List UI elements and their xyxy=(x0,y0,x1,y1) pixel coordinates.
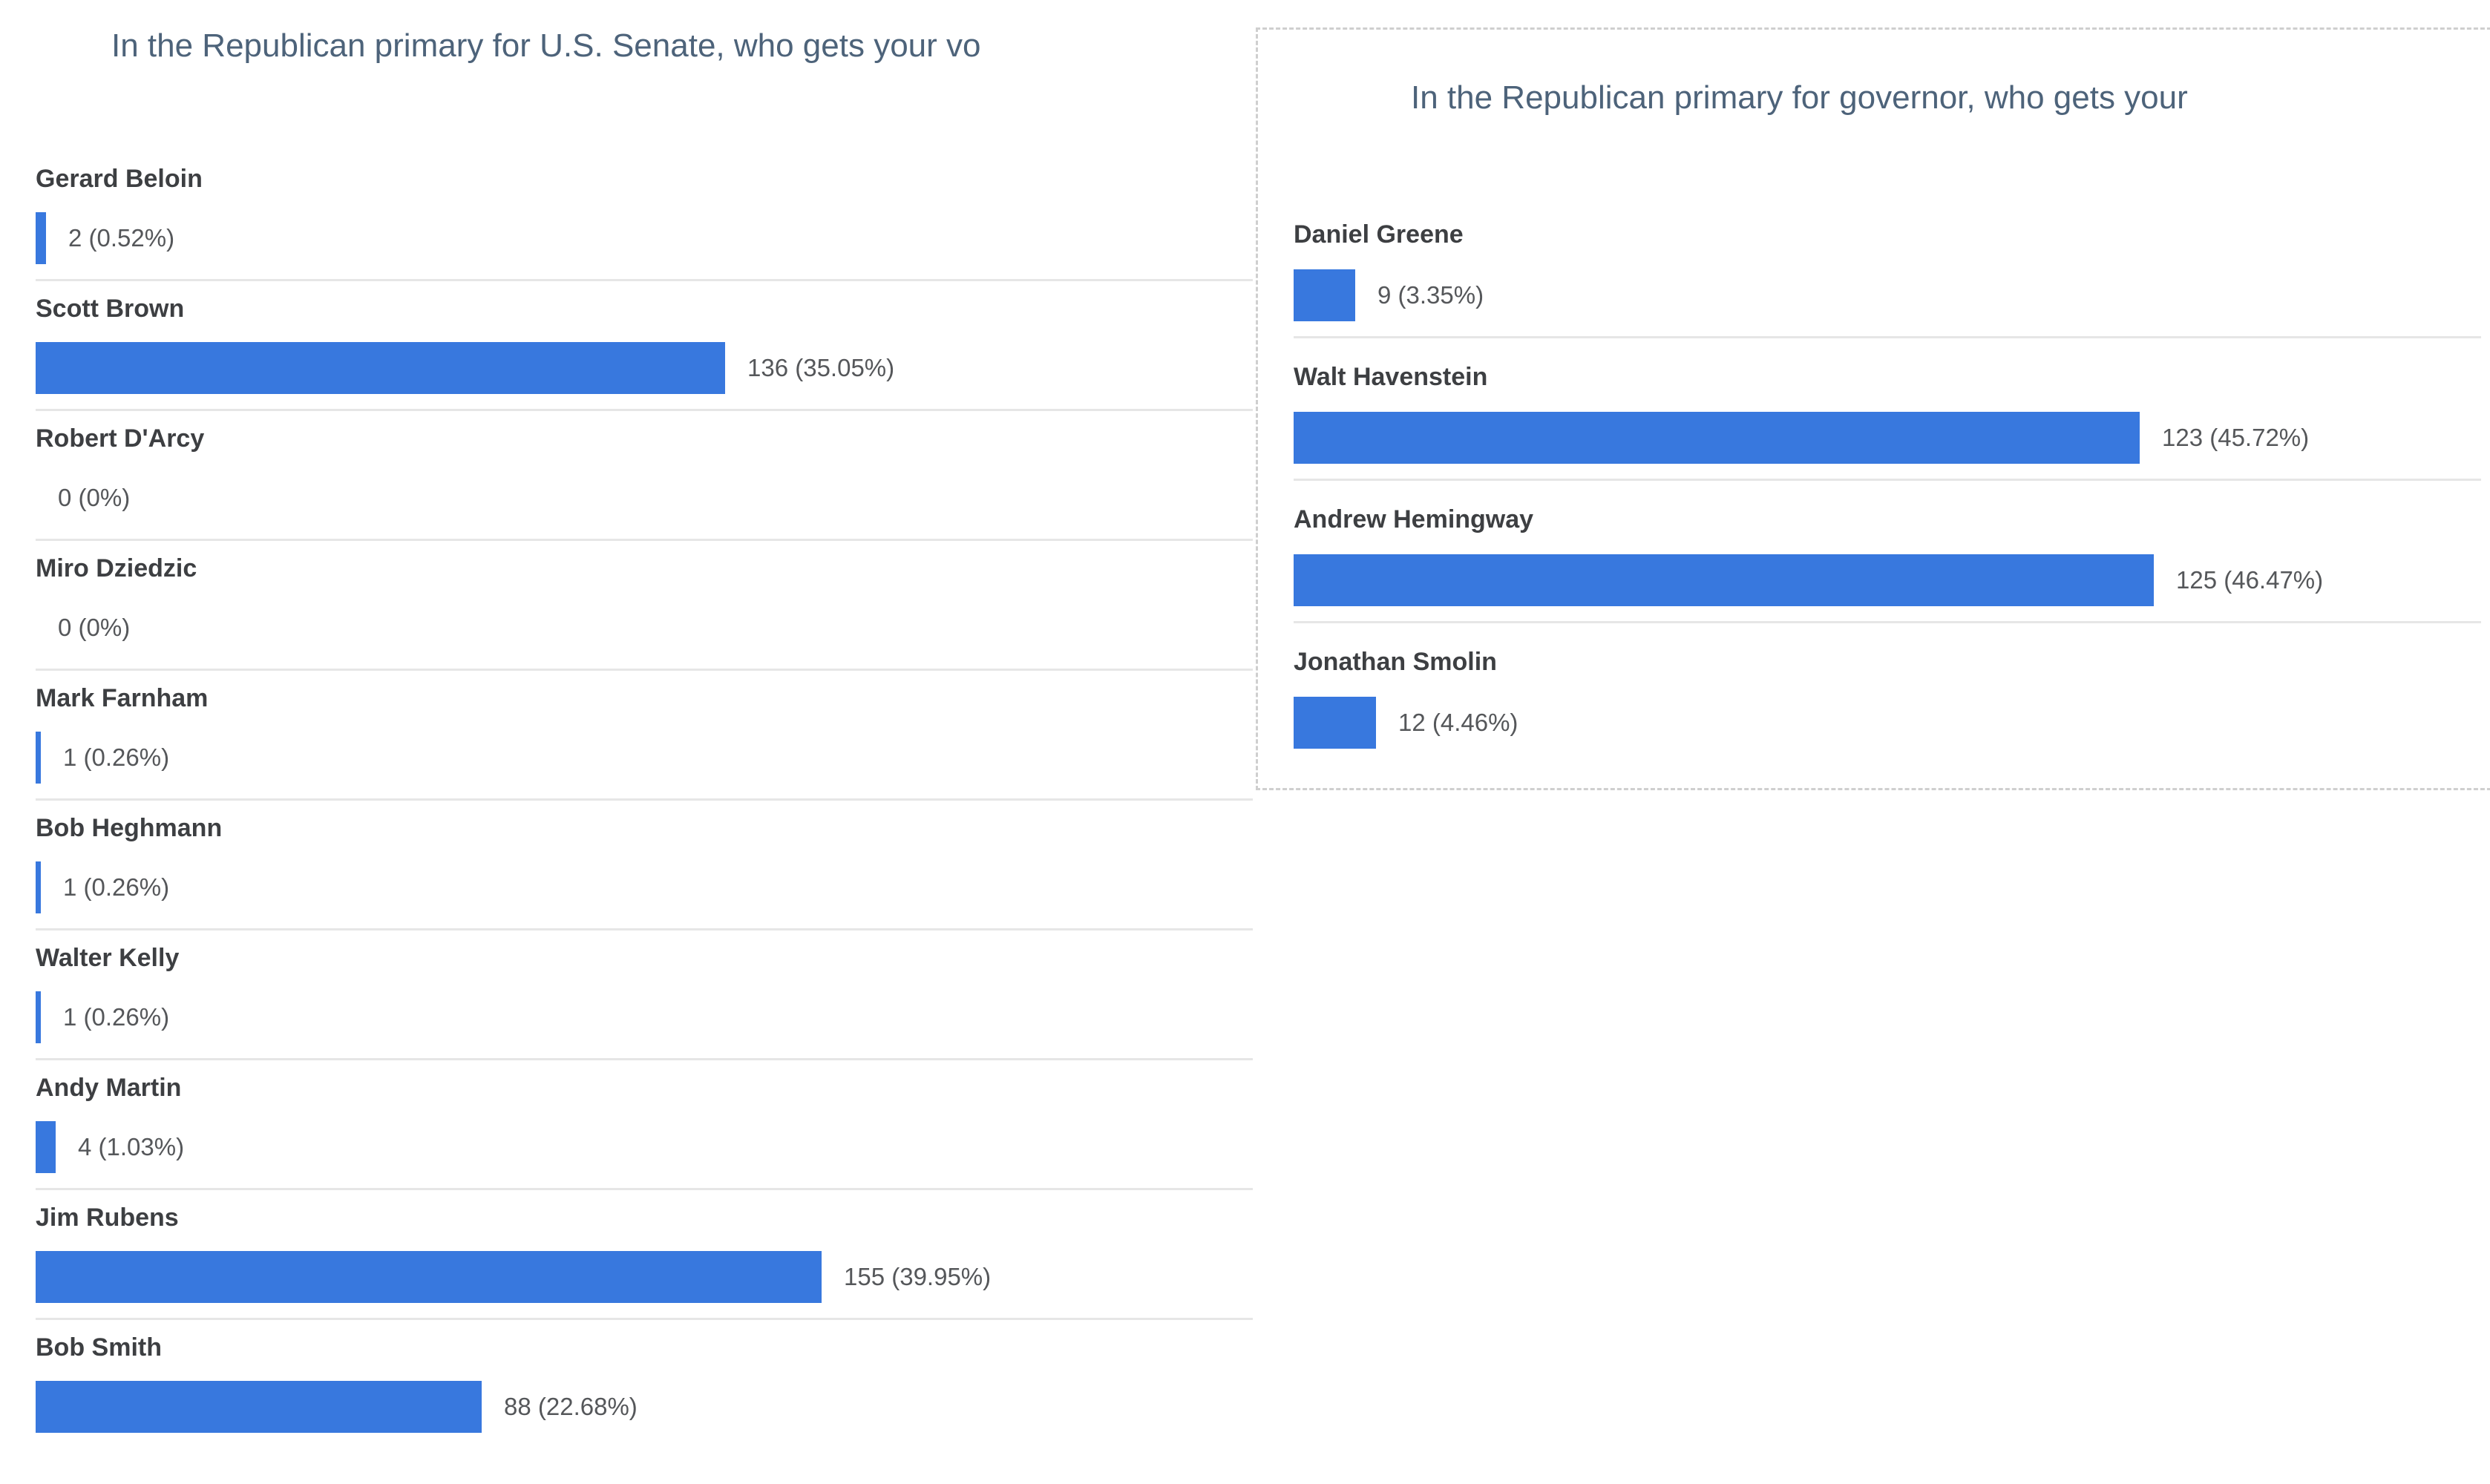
vote-count-label: 2 (0.52%) xyxy=(68,224,175,252)
vote-bar xyxy=(1294,412,2140,464)
candidate-row: Walter Kelly 1 (0.26%) xyxy=(36,944,1253,1060)
candidate-name: Andrew Hemingway xyxy=(1294,505,1534,533)
vote-bar xyxy=(36,991,41,1043)
candidate-name: Walter Kelly xyxy=(36,944,180,972)
candidate-name: Jonathan Smolin xyxy=(1294,648,1497,676)
vote-count-label: 1 (0.26%) xyxy=(63,1003,170,1031)
candidate-bar-line: 0 (0%) xyxy=(36,472,1253,524)
candidate-row: Bob Smith 88 (22.68%) xyxy=(36,1333,1253,1448)
vote-bar xyxy=(36,1381,482,1433)
candidate-name: Scott Brown xyxy=(36,295,185,323)
candidate-row: Miro Dziedzic 0 (0%) xyxy=(36,554,1253,671)
candidate-bar-line: 136 (35.05%) xyxy=(36,342,1253,394)
vote-bar xyxy=(36,732,41,784)
candidate-name: Walt Havenstein xyxy=(1294,363,1488,391)
vote-count-label: 125 (46.47%) xyxy=(2176,566,2324,594)
candidate-name: Bob Heghmann xyxy=(36,814,223,842)
candidate-bar-line: 155 (39.95%) xyxy=(36,1251,1253,1303)
candidate-row: Scott Brown 136 (35.05%) xyxy=(36,295,1253,411)
candidate-bar-line: 123 (45.72%) xyxy=(1294,412,2481,464)
vote-bar xyxy=(1294,697,1376,749)
vote-count-label: 155 (39.95%) xyxy=(844,1263,992,1290)
candidate-name: Andy Martin xyxy=(36,1074,182,1102)
candidate-bar-line: 88 (22.68%) xyxy=(36,1381,1253,1433)
vote-bar xyxy=(1294,269,1355,321)
vote-bar xyxy=(36,342,725,394)
vote-bar xyxy=(36,212,46,264)
candidate-bar-line: 12 (4.46%) xyxy=(1294,697,2481,749)
candidate-row: Andy Martin 4 (1.03%) xyxy=(36,1074,1253,1190)
candidate-bar-line: 1 (0.26%) xyxy=(36,991,1253,1043)
governor-primary-chart: In the Republican primary for governor, … xyxy=(1256,27,2490,790)
senate-chart-title: In the Republican primary for U.S. Senat… xyxy=(111,27,981,64)
candidate-bar-line: 0 (0%) xyxy=(36,602,1253,654)
vote-count-label: 88 (22.68%) xyxy=(504,1393,638,1420)
candidate-row: Bob Heghmann 1 (0.26%) xyxy=(36,814,1253,930)
vote-count-label: 1 (0.26%) xyxy=(63,743,170,771)
vote-count-label: 0 (0%) xyxy=(58,484,131,511)
vote-count-label: 9 (3.35%) xyxy=(1377,281,1484,309)
candidate-name: Jim Rubens xyxy=(36,1204,179,1232)
governor-chart-rows: Daniel Greene 9 (3.35%) Walt Havenstein … xyxy=(1294,220,2481,764)
vote-count-label: 136 (35.05%) xyxy=(747,354,895,381)
governor-chart-title: In the Republican primary for governor, … xyxy=(1411,79,2188,116)
candidate-bar-line: 1 (0.26%) xyxy=(36,732,1253,784)
candidate-name: Robert D'Arcy xyxy=(36,424,205,453)
candidate-bar-line: 4 (1.03%) xyxy=(36,1121,1253,1173)
vote-count-label: 123 (45.72%) xyxy=(2162,424,2310,451)
candidate-name: Gerard Beloin xyxy=(36,165,203,193)
candidate-bar-line: 9 (3.35%) xyxy=(1294,269,2481,321)
candidate-row: Jim Rubens 155 (39.95%) xyxy=(36,1204,1253,1320)
candidate-row: Gerard Beloin 2 (0.52%) xyxy=(36,165,1253,281)
candidate-row: Jonathan Smolin 12 (4.46%) xyxy=(1294,648,2481,764)
candidate-name: Daniel Greene xyxy=(1294,220,1464,249)
vote-bar xyxy=(1294,554,2154,606)
candidate-row: Andrew Hemingway 125 (46.47%) xyxy=(1294,505,2481,623)
candidate-bar-line: 2 (0.52%) xyxy=(36,212,1253,264)
vote-bar xyxy=(36,1121,56,1173)
vote-count-label: 4 (1.03%) xyxy=(78,1133,185,1160)
candidate-bar-line: 125 (46.47%) xyxy=(1294,554,2481,606)
senate-chart-rows: Gerard Beloin 2 (0.52%) Scott Brown 136 … xyxy=(36,165,1253,1448)
candidate-name: Miro Dziedzic xyxy=(36,554,197,582)
candidate-bar-line: 1 (0.26%) xyxy=(36,861,1253,913)
vote-count-label: 1 (0.26%) xyxy=(63,873,170,901)
senate-primary-chart: In the Republican primary for U.S. Senat… xyxy=(36,27,1253,1448)
candidate-row: Walt Havenstein 123 (45.72%) xyxy=(1294,363,2481,481)
candidate-row: Daniel Greene 9 (3.35%) xyxy=(1294,220,2481,338)
candidate-name: Mark Farnham xyxy=(36,684,209,712)
vote-count-label: 12 (4.46%) xyxy=(1398,709,1518,736)
vote-bar xyxy=(36,1251,822,1303)
vote-bar xyxy=(36,861,41,913)
candidate-row: Robert D'Arcy 0 (0%) xyxy=(36,424,1253,541)
vote-count-label: 0 (0%) xyxy=(58,614,131,641)
candidate-row: Mark Farnham 1 (0.26%) xyxy=(36,684,1253,801)
candidate-name: Bob Smith xyxy=(36,1333,162,1362)
